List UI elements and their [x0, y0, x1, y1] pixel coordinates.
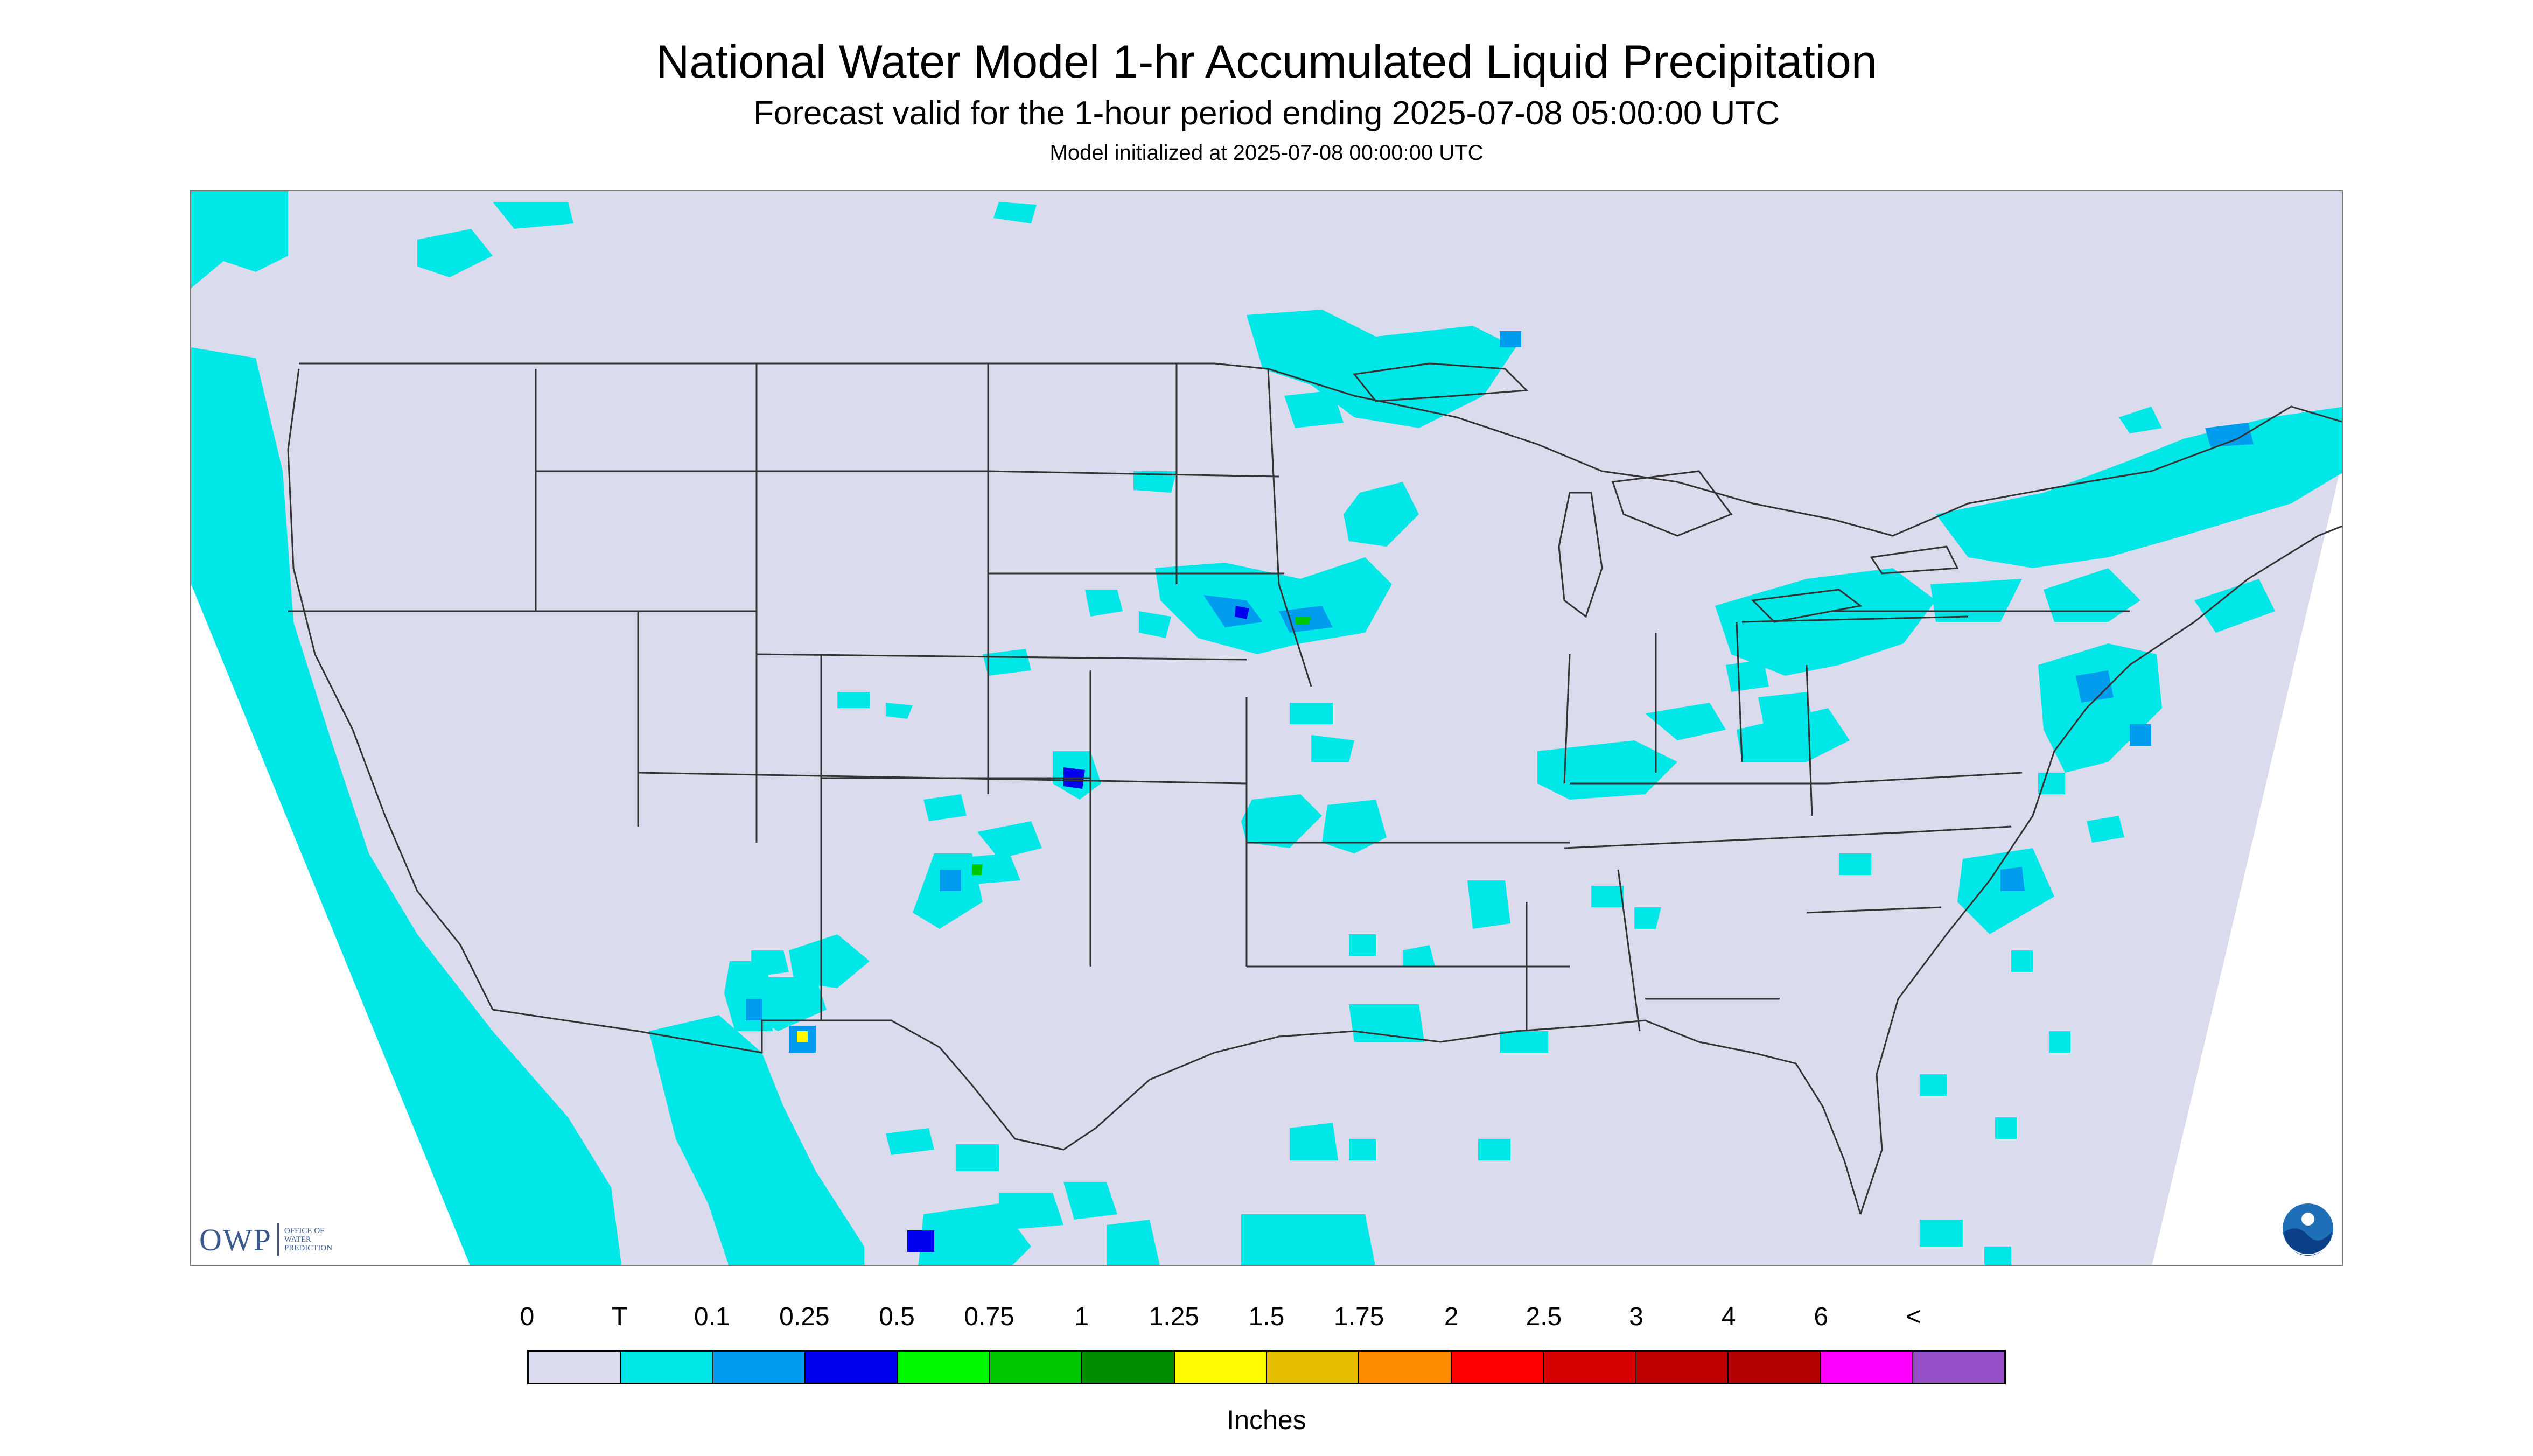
owp-logo: OWP OFFICE OF WATER PREDICTION: [199, 1218, 332, 1261]
great-lakes: [1353, 362, 1959, 623]
legend-tick-label: 1.75: [1333, 1303, 1384, 1331]
pacific-precip-band: [191, 347, 622, 1265]
legend-tick-label: 4: [1721, 1303, 1736, 1331]
legend-tick-label: 1.5: [1248, 1303, 1285, 1331]
legend-swatch: [529, 1352, 621, 1383]
map-canvas: [191, 191, 2342, 1265]
legend-tick-label: 2.5: [1526, 1303, 1562, 1331]
legend-swatch: [1636, 1352, 1729, 1383]
legend-swatch: [1451, 1352, 1544, 1383]
legend-unit-label: Inches: [1227, 1405, 1306, 1435]
legend-tick-label: 1.25: [1149, 1303, 1200, 1331]
legend-swatch: [1544, 1352, 1636, 1383]
legend-swatch: [1174, 1352, 1267, 1383]
gulf-coast: [1095, 1019, 1862, 1215]
legend-tick-label: 3: [1629, 1303, 1643, 1331]
legend-tick-label: 0.75: [964, 1303, 1014, 1331]
legend-swatch: [1359, 1352, 1452, 1383]
mexico-border: [492, 1009, 1096, 1151]
owp-logo-subtitle: OFFICE OF WATER PREDICTION: [284, 1227, 333, 1252]
legend-swatch: [713, 1352, 806, 1383]
map-title: National Water Model 1-hr Accumulated Li…: [656, 36, 1877, 88]
legend-labels: 0 T 0.1 0.25 0.5 0.75 1 1.25 1.5 1.75 2 2.5 3 4 6 <: [0, 1302, 2533, 1334]
legend-tick-label: 0: [520, 1303, 535, 1331]
legend-swatch: [1267, 1352, 1360, 1383]
map-subtitle: Forecast valid for the 1-hour period end…: [753, 95, 1780, 132]
legend-swatch: [1821, 1352, 1913, 1383]
legend-swatch: [621, 1352, 713, 1383]
legend-swatch: [1913, 1352, 2004, 1383]
owp-logo-text: OWP: [199, 1222, 272, 1257]
legend-tick-label: 1: [1074, 1303, 1089, 1331]
legend-tick-label: 0.5: [879, 1303, 915, 1331]
west-coast: [287, 368, 494, 1010]
legend-swatch: [898, 1352, 990, 1383]
legend-tick-label: 6: [1814, 1303, 1829, 1331]
legend-tick-label: 0.25: [779, 1303, 830, 1331]
precipitation-map: [190, 190, 2343, 1266]
canada-border: [299, 362, 2342, 537]
noaa-logo-icon: [2282, 1202, 2334, 1256]
legend-swatch: [806, 1352, 898, 1383]
legend-tick-label: T: [611, 1303, 628, 1331]
legend-swatch: [990, 1352, 1083, 1383]
legend-swatch: [1082, 1352, 1175, 1383]
legend-tick-label: <: [1906, 1303, 1921, 1331]
trace-precipitation: [191, 191, 2342, 1265]
owp-logo-divider: [277, 1223, 279, 1256]
east-coast: [1859, 525, 2342, 1215]
precip-legend-colorbar: [527, 1350, 2006, 1384]
legend-swatch: [1728, 1352, 1821, 1383]
legend-tick-label: 2: [1444, 1303, 1459, 1331]
model-init-text: Model initialized at 2025-07-08 00:00:00…: [1049, 141, 1484, 165]
legend-tick-label: 0.1: [694, 1303, 730, 1331]
